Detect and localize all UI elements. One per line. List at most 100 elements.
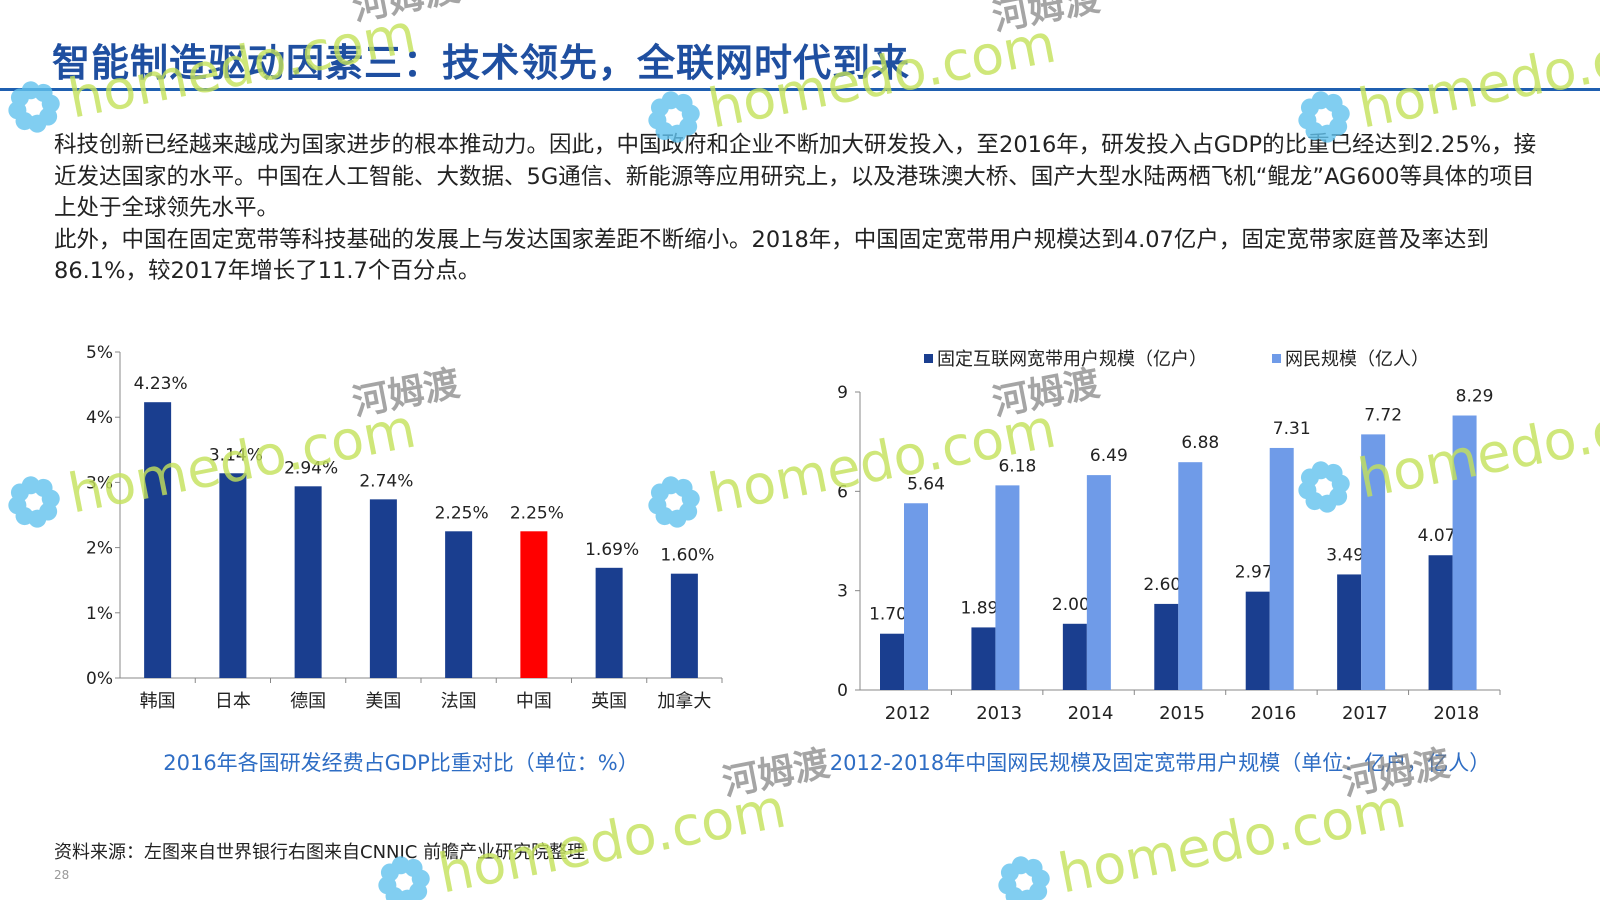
flower-petal-icon — [1000, 863, 1019, 882]
bar-value-label: 6.18 — [998, 456, 1036, 476]
bar-value-label: 2.60 — [1143, 575, 1181, 595]
page-number: 28 — [54, 868, 70, 882]
broadband-bar — [1154, 603, 1179, 690]
x-tick-label: 美国 — [365, 691, 401, 712]
x-tick-label: 2016 — [1251, 703, 1297, 724]
legend-swatch — [1272, 354, 1281, 363]
netizen-bar — [1452, 415, 1477, 690]
flower-petal-icon — [411, 869, 430, 888]
bar-value-label: 4.07 — [1418, 526, 1456, 546]
bar-value-label: 2.74% — [359, 471, 413, 491]
bar-value-label: 7.72 — [1364, 405, 1402, 425]
netizen-bar — [1086, 475, 1111, 690]
flower-petal-icon — [398, 889, 417, 900]
y-tick-label: 6 — [837, 482, 848, 502]
flower-petal-icon — [385, 887, 404, 900]
x-tick-label: 2013 — [976, 703, 1022, 724]
bar-value-label: 8.29 — [1456, 387, 1494, 407]
y-tick-label: 1% — [86, 604, 113, 624]
x-tick-label: 2017 — [1342, 703, 1388, 724]
x-tick-label: 2012 — [885, 703, 931, 724]
chart-title: 2016年各国研发经费占GDP比重对比（单位：%） — [163, 751, 639, 775]
y-tick-label: 5% — [86, 343, 113, 363]
legend-label: 固定互联网宽带用户规模（亿户） — [937, 349, 1207, 370]
flower-center-icon — [1018, 875, 1031, 888]
netizen-bar — [1178, 462, 1203, 690]
bar-value-label: 2.00 — [1052, 595, 1090, 615]
broadband-bar — [880, 633, 904, 690]
flower-petal-icon — [998, 876, 1017, 895]
bar — [670, 573, 698, 678]
netizen-bar — [1269, 447, 1294, 690]
y-tick-label: 9 — [837, 383, 848, 403]
legend-label: 网民规模（亿人） — [1285, 349, 1429, 370]
flower-petal-icon — [378, 876, 397, 895]
bar-value-label: 5.64 — [907, 474, 945, 494]
bar — [144, 402, 172, 678]
y-tick-label: 3 — [837, 582, 848, 602]
flower-petal-icon — [1011, 856, 1030, 875]
broadband-bar — [971, 627, 996, 690]
x-tick-label: 中国 — [516, 691, 552, 712]
y-tick-label: 4% — [86, 408, 113, 428]
y-tick-label: 2% — [86, 539, 113, 559]
flower-petal-icon — [380, 863, 399, 882]
y-tick-label: 0 — [837, 681, 848, 701]
y-tick-label: 0% — [86, 669, 113, 689]
flower-petal-icon — [1029, 882, 1048, 900]
bar — [520, 531, 548, 678]
x-tick-label: 韩国 — [140, 691, 176, 712]
paragraph-broadband: 此外，中国在固定宽带等科技基础的发展上与发达国家差距不断缩小。2018年，中国固… — [54, 226, 1489, 285]
page-title: 智能制造驱动因素三：技术领先，全联网时代到来 — [52, 41, 911, 85]
bar-value-label: 6.49 — [1090, 446, 1128, 466]
flower-petal-icon — [1024, 858, 1043, 877]
bar-value-label: 2.25% — [435, 503, 489, 523]
x-tick-label: 德国 — [290, 691, 326, 712]
bar-value-label: 3.49 — [1326, 545, 1364, 565]
broadband-bar — [1062, 623, 1087, 690]
bar — [219, 473, 247, 678]
flower-center-icon — [398, 875, 411, 888]
flower-petal-icon — [1005, 887, 1024, 900]
source-note: 资料来源：左图来自世界银行右图来自CNNIC 前瞻产业研究院整理 — [54, 842, 586, 863]
bar-value-label: 1.89 — [960, 598, 998, 618]
body-text: 科技创新已经越来越成为国家进步的根本推动力。因此，中国政府和企业不断加大研发投入… — [54, 130, 1554, 288]
bar-value-label: 2.97 — [1235, 563, 1273, 583]
bar — [595, 567, 623, 678]
flower-petal-icon — [1031, 869, 1050, 888]
bar-value-label: 1.60% — [660, 546, 714, 566]
rd-gdp-bar-chart: 0% 1% 2% 3% 4% 5% 4.23% 韩国 3.14% 日本 2.94% 德国 2.74% 美国… — [86, 343, 723, 775]
chart-title: 2012-2018年中国网民规模及固定宽带用户规模（单位：亿户，亿人） — [830, 751, 1490, 775]
title-divider — [0, 88, 1600, 91]
bar-value-label: 2.94% — [284, 458, 338, 478]
flower-petal-icon — [1018, 889, 1037, 900]
bar-value-label: 4.23% — [134, 374, 188, 394]
internet-broadband-bar-chart: 0 3 6 9 1.70 5.64 2012 1.89 6.18 2013 2.00 6.49 2014… — [830, 349, 1501, 775]
x-tick-label: 日本 — [215, 691, 251, 712]
y-tick-label: 3% — [86, 473, 113, 493]
bar — [445, 531, 473, 678]
legend-swatch — [924, 354, 933, 363]
x-tick-label: 英国 — [591, 691, 627, 712]
x-tick-label: 2018 — [1433, 703, 1479, 724]
paragraph-rd-investment: 科技创新已经越来越成为国家进步的根本推动力。因此，中国政府和企业不断加大研发投入… — [54, 132, 1537, 221]
x-tick-label: 加拿大 — [657, 690, 711, 712]
netizen-bar — [995, 485, 1020, 690]
x-tick-label: 法国 — [441, 691, 477, 712]
bar-value-label: 6.88 — [1181, 433, 1219, 453]
bar-value-label: 2.25% — [510, 503, 564, 523]
bar-value-label: 1.69% — [585, 540, 639, 560]
bar — [294, 486, 322, 678]
broadband-bar — [1337, 574, 1362, 690]
netizen-bar — [1361, 434, 1386, 690]
broadband-bar — [1245, 591, 1270, 690]
bar-value-label: 1.70 — [869, 605, 907, 625]
netizen-bar — [904, 503, 928, 690]
x-tick-label: 2014 — [1068, 703, 1114, 724]
bar-value-label: 3.14% — [209, 445, 263, 465]
flower-petal-icon — [409, 882, 428, 900]
bar-value-label: 7.31 — [1273, 419, 1311, 439]
broadband-bar — [1428, 555, 1453, 690]
bar — [369, 499, 397, 678]
